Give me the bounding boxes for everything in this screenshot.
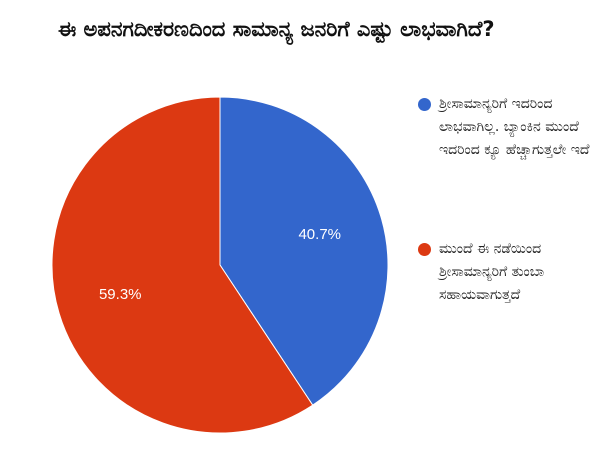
legend-marker: [418, 243, 431, 256]
legend-entry: ಶ್ರೀಸಾಮಾನ್ಯರಿಗೆ ಇದರಿಂದ ಲಾಭವಾಗಿಲ್ಲ. ಬ್ಯಾಂ…: [415, 93, 590, 162]
data-label: 59.3%: [99, 286, 142, 303]
pie-slice: [51, 96, 314, 434]
legend-label: ಮುಂದೆ ಈ ನಡೆಯಿಂದ ಶ್ರೀಸಾಮಾನ್ಯರಿಗೆ ತುಂಬಾ ಸಹ…: [439, 241, 545, 303]
data-label: 40.7%: [298, 226, 341, 243]
legend-marker: [418, 98, 431, 111]
legend-label: ಶ್ರೀಸಾಮಾನ್ಯರಿಗೆ ಇದರಿಂದ ಲಾಭವಾಗಿಲ್ಲ. ಬ್ಯಾಂ…: [439, 96, 590, 158]
chart-title: ಈ ಅಪನಗದೀಕರಣದಿಂದ ಸಾಮಾನ್ಯ ಜನರಿಗೆ ಎಷ್ಟು ಲಾಭ…: [58, 17, 495, 41]
legend-entry: ಮುಂದೆ ಈ ನಡೆಯಿಂದ ಶ್ರೀಸಾಮಾನ್ಯರಿಗೆ ತುಂಬಾ ಸಹ…: [415, 238, 590, 307]
